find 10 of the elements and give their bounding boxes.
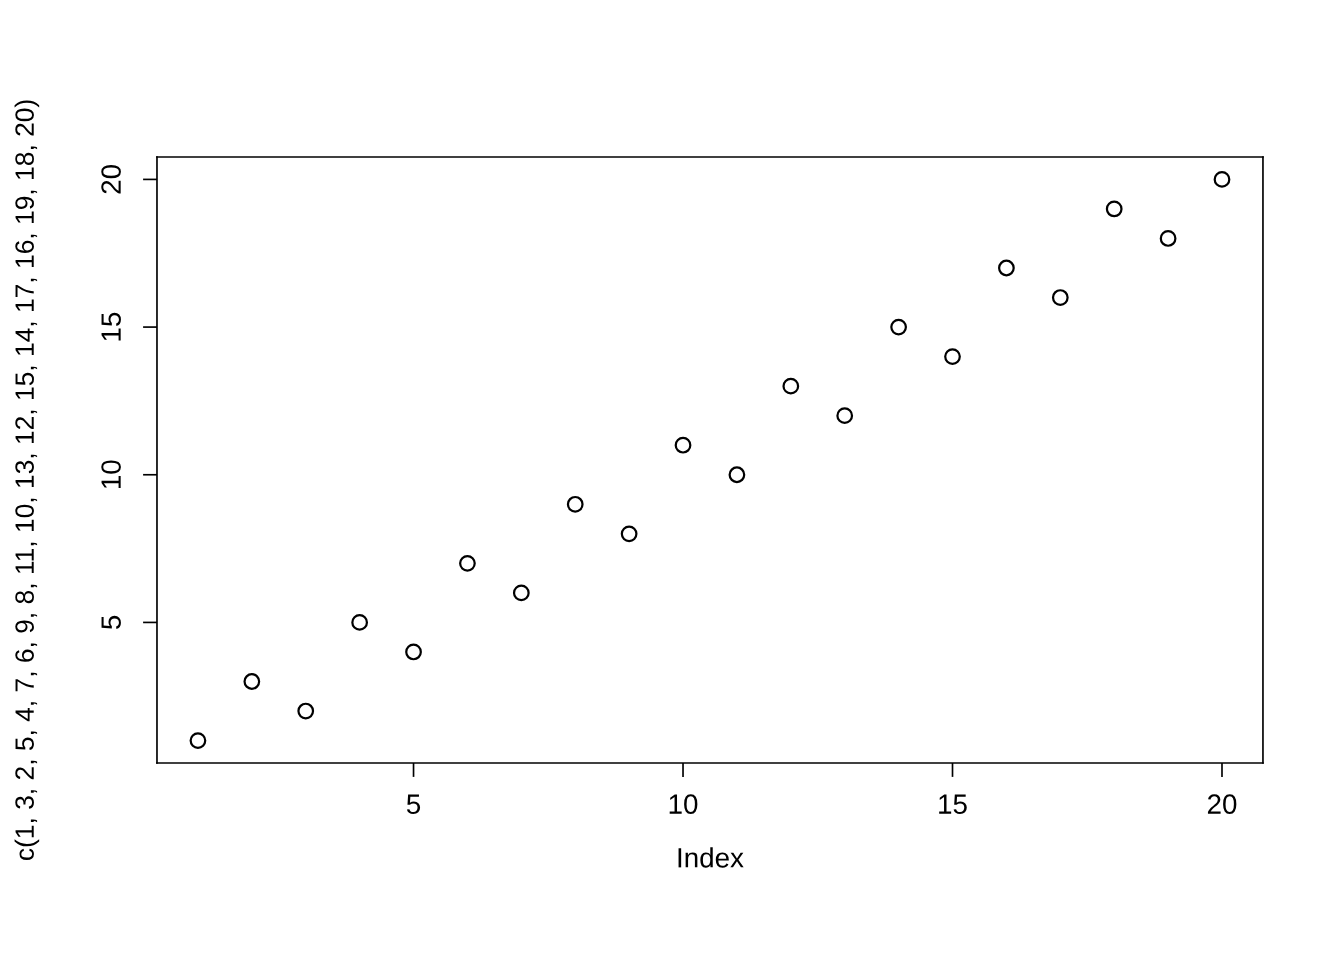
x-tick-label: 5 bbox=[406, 794, 421, 814]
y-axis-title: c(1, 3, 2, 5, 4, 7, 6, 9, 8, 11, 10, 13, 12, 15, 14, 17, 16, 19, 18, 20) bbox=[14, 100, 40, 861]
x-axis-title: Index bbox=[678, 847, 744, 868]
y-tick-label: 10 bbox=[101, 460, 121, 489]
y-tick-label: 15 bbox=[101, 312, 121, 341]
y-tick-label: 20 bbox=[101, 165, 121, 194]
x-tick-label: 10 bbox=[669, 794, 698, 814]
x-tick-label: 20 bbox=[1207, 794, 1237, 814]
x-tick-label: 15 bbox=[939, 794, 967, 814]
y-tick-label: 5 bbox=[101, 615, 121, 630]
